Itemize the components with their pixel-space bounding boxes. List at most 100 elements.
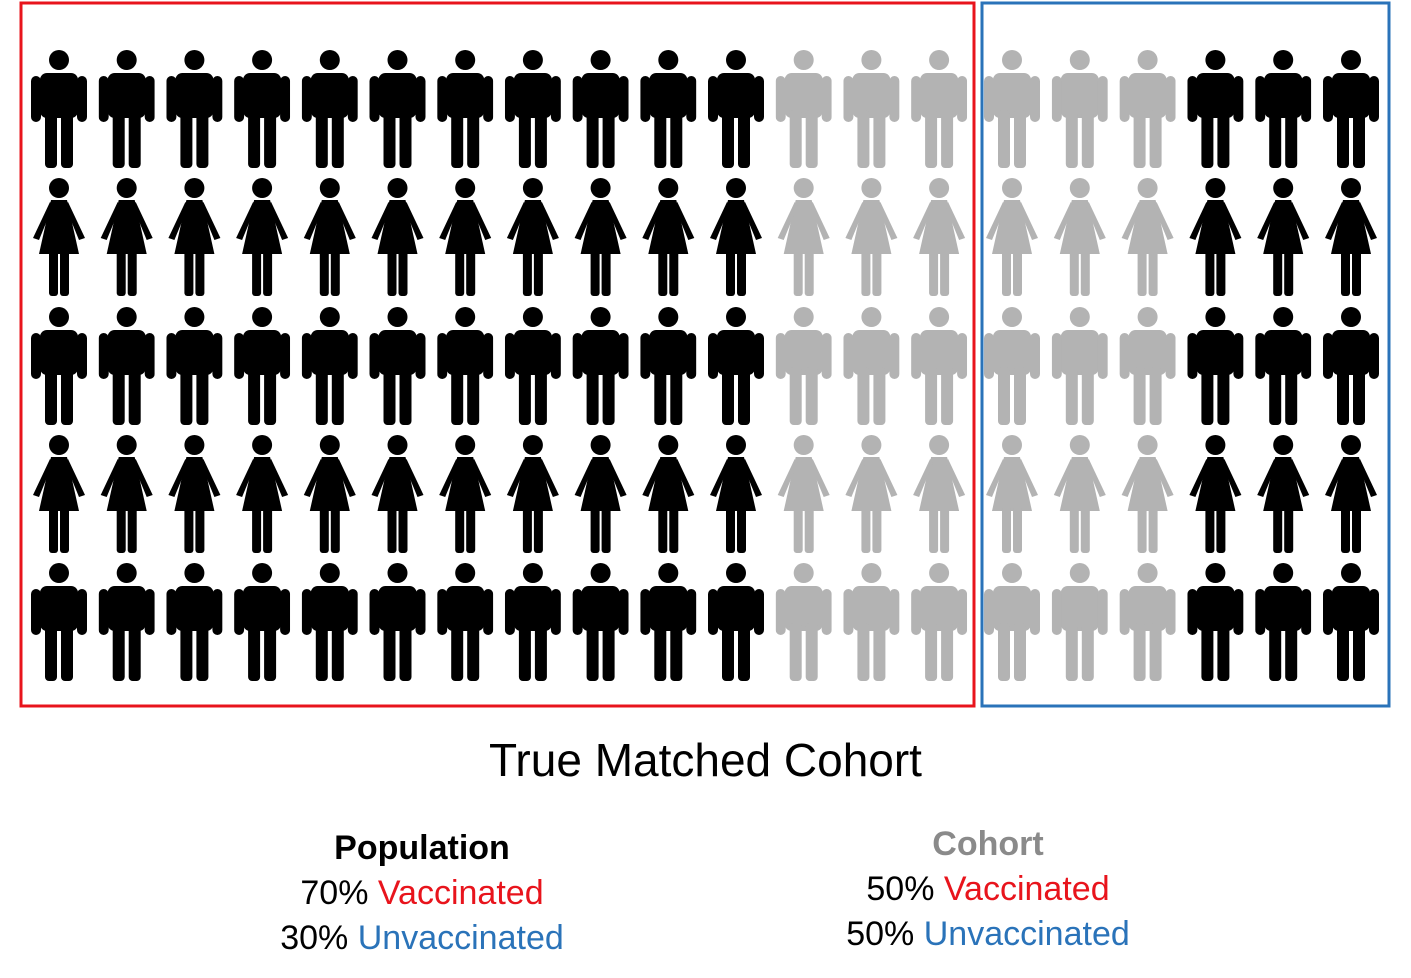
person-female-icon	[986, 435, 1038, 553]
person-female-icon	[1325, 178, 1377, 296]
person-female-icon	[986, 178, 1038, 296]
people-grid	[31, 50, 1379, 681]
person-male-icon	[31, 563, 87, 681]
person-male-icon	[708, 50, 764, 168]
cohort-unvaccinated-label: Unvaccinated	[923, 915, 1130, 953]
person-female-icon	[33, 178, 85, 296]
person-female-icon	[845, 178, 898, 296]
cohort-legend: Cohort 50% Vaccinated 50% Unvaccinated	[788, 822, 1188, 957]
person-male-icon	[504, 563, 561, 681]
person-female-icon	[506, 178, 559, 296]
cohort-box	[980, 1, 1391, 708]
person-female-icon	[506, 435, 559, 553]
person-female-icon	[371, 435, 424, 553]
person-female-icon	[371, 178, 424, 296]
person-male-icon	[234, 50, 291, 168]
person-male-icon	[708, 307, 764, 425]
population-unvaccinated-pct: 30%	[280, 919, 349, 957]
person-male-icon	[504, 307, 561, 425]
person-female-icon	[439, 435, 492, 553]
person-female-icon	[1053, 178, 1106, 296]
person-female-icon	[168, 435, 221, 553]
person-female-icon	[845, 435, 898, 553]
person-female-icon	[574, 435, 627, 553]
person-female-icon	[1121, 435, 1174, 553]
person-male-icon	[1255, 563, 1312, 681]
person-male-icon	[843, 307, 900, 425]
population-vaccinated-pct: 70%	[300, 874, 369, 912]
person-female-icon	[100, 435, 153, 553]
person-male-icon	[640, 307, 697, 425]
cohort-vaccinated-pct: 50%	[866, 870, 935, 908]
person-male-icon	[572, 307, 629, 425]
person-female-icon	[100, 178, 153, 296]
person-female-icon	[642, 178, 695, 296]
person-female-icon	[303, 435, 356, 553]
cohort-heading: Cohort	[932, 825, 1044, 863]
person-male-icon	[1255, 50, 1312, 168]
population-unvaccinated-line: 30% Unvaccinated	[222, 916, 622, 961]
person-male-icon	[166, 50, 223, 168]
person-male-icon	[640, 50, 697, 168]
population-vaccinated-label: Vaccinated	[377, 874, 544, 912]
cohort-unvaccinated-pct: 50%	[846, 915, 915, 953]
person-female-icon	[913, 178, 966, 296]
person-male-icon	[301, 563, 358, 681]
person-female-icon	[33, 435, 85, 553]
person-female-icon	[1189, 435, 1242, 553]
population-legend: Population 70% Vaccinated 30% Unvaccinat…	[222, 826, 622, 961]
person-male-icon	[1187, 563, 1244, 681]
population-unvaccinated-label: Unvaccinated	[357, 919, 564, 957]
person-female-icon	[439, 178, 492, 296]
person-male-icon	[984, 307, 1040, 425]
person-male-icon	[234, 563, 291, 681]
person-female-icon	[1121, 178, 1174, 296]
person-male-icon	[572, 563, 629, 681]
person-female-icon	[236, 178, 289, 296]
person-male-icon	[911, 307, 968, 425]
person-male-icon	[98, 50, 155, 168]
person-female-icon	[303, 178, 356, 296]
person-female-icon	[1053, 435, 1106, 553]
person-male-icon	[640, 563, 697, 681]
person-female-icon	[1189, 178, 1242, 296]
person-female-icon	[1257, 435, 1310, 553]
population-vaccinated-line: 70% Vaccinated	[222, 871, 622, 916]
person-male-icon	[98, 563, 155, 681]
person-male-icon	[1187, 307, 1244, 425]
person-male-icon	[166, 307, 223, 425]
person-male-icon	[1051, 307, 1108, 425]
person-male-icon	[1323, 563, 1379, 681]
person-female-icon	[710, 178, 762, 296]
person-male-icon	[1051, 50, 1108, 168]
person-female-icon	[777, 178, 830, 296]
person-male-icon	[437, 563, 494, 681]
population-heading: Population	[334, 829, 510, 867]
person-male-icon	[1051, 563, 1108, 681]
person-male-icon	[369, 307, 426, 425]
person-male-icon	[708, 563, 764, 681]
person-female-icon	[236, 435, 289, 553]
person-male-icon	[843, 563, 900, 681]
person-male-icon	[1323, 50, 1379, 168]
person-female-icon	[1257, 178, 1310, 296]
person-female-icon	[777, 435, 830, 553]
person-male-icon	[775, 307, 832, 425]
person-male-icon	[775, 563, 832, 681]
person-male-icon	[369, 50, 426, 168]
person-male-icon	[843, 50, 900, 168]
person-male-icon	[369, 563, 426, 681]
person-female-icon	[168, 178, 221, 296]
person-male-icon	[775, 50, 832, 168]
person-male-icon	[1255, 307, 1312, 425]
person-male-icon	[911, 50, 968, 168]
person-male-icon	[31, 50, 87, 168]
person-male-icon	[1119, 307, 1176, 425]
person-male-icon	[504, 50, 561, 168]
cohort-unvaccinated-line: 50% Unvaccinated	[788, 912, 1188, 957]
person-male-icon	[234, 307, 291, 425]
cohort-vaccinated-label: Vaccinated	[943, 870, 1110, 908]
person-male-icon	[437, 307, 494, 425]
person-female-icon	[913, 435, 966, 553]
cohort-vaccinated-line: 50% Vaccinated	[788, 867, 1188, 912]
